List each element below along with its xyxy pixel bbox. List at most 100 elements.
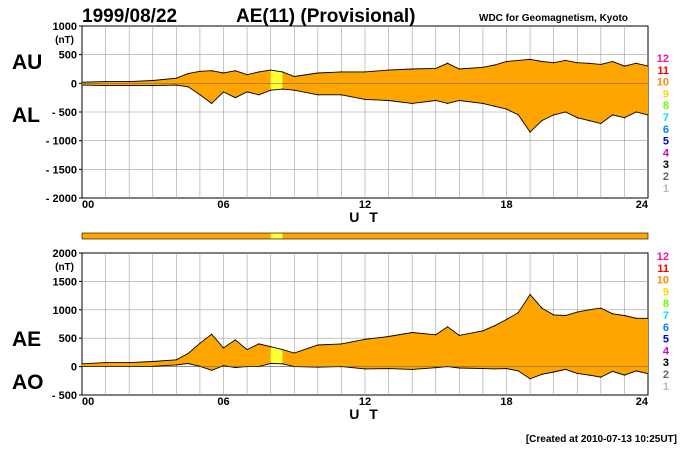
lower-data-point [187,86,189,88]
upper-data-point [317,344,319,346]
station-legend-item: 3 [663,159,669,171]
y-tick-label: 2000 [53,248,77,260]
station-legend-item: 9 [663,88,669,100]
upper-data-point [364,338,366,340]
upper-data-point [494,325,496,327]
upper-data-point [482,66,484,68]
lower-data-point [387,99,390,102]
station-legend-item: 2 [663,369,669,381]
upper-data-point [258,343,260,345]
lower-data-point [600,376,602,378]
upper-data-point [553,62,555,64]
x-tick-label: 00 [82,199,94,211]
upper-data-point [553,314,555,316]
lower-data-point [211,102,213,104]
upper-data-point [482,330,484,332]
station-legend-item: 2 [663,171,669,183]
date-label: 1999/08/22 [82,6,177,27]
upper-data-point [340,71,343,73]
station-legend-item: 7 [663,112,669,124]
lower-data-point [553,114,555,116]
series-label-upper: AE [12,328,41,351]
source-label: WDC for Geomagnetism, Kyoto [479,13,628,24]
lower-data-point [588,374,590,376]
station-legend-item: 4 [663,147,670,159]
upper-data-point [364,71,366,73]
upper-data-point [435,334,437,336]
upper-data-point [246,348,248,351]
x-tick-label: 12 [359,396,371,408]
lower-data-point [623,374,626,376]
lower-data-point [458,367,460,369]
upper-data-point [600,63,602,66]
created-timestamp: [Created at 2010-07-13 10:25UT] [526,434,677,445]
lower-data-point [647,373,649,375]
upper-data-point [647,317,649,319]
upper-data-point [175,359,177,361]
lower-data-point [152,85,154,87]
upper-data-point [588,309,590,311]
upper-data-point [564,314,567,317]
station-legend-item: 1 [663,381,669,393]
station-legend-item: 9 [663,286,669,298]
lower-data-point [222,365,225,367]
chart-title: AE(11) (Provisional) [236,6,416,27]
y-tick-label: 0 [71,78,77,90]
x-tick-label: 18 [500,199,512,211]
lower-data-point [175,84,177,86]
lower-data-point [458,99,460,102]
lower-data-point [187,362,189,365]
station-legend-item: 10 [657,275,669,287]
upper-data-point [246,74,248,76]
lower-data-point [564,368,567,371]
lower-data-point [576,372,578,375]
upper-data-point [293,75,295,78]
upper-data-point [281,348,284,351]
lower-data-point [612,114,614,116]
lower-data-point [81,84,83,86]
station-legend-item: 12 [657,53,669,65]
upper-data-point [187,352,189,355]
x-axis-label: U T [349,209,381,225]
y-tick-label: 1000 [53,305,77,317]
series-label-lower: AO [12,371,44,394]
upper-data-point [128,81,130,83]
lower-data-point [234,97,236,99]
lower-data-point [517,370,519,372]
upper-data-point [623,65,626,67]
upper-data-point [458,334,460,336]
lower-data-point [446,102,449,104]
lower-data-point [494,368,496,370]
x-tick-label: 06 [217,199,229,211]
lower-data-point [529,378,531,380]
upper-data-point [222,72,225,74]
station-legend-item: 11 [657,263,669,275]
station-legend-item: 8 [663,298,669,310]
lower-data-point [435,367,437,369]
y-tick-label: - 1000 [46,136,77,148]
y-tick-label: 1500 [53,276,77,288]
lower-data-point [517,114,519,116]
upper-data-point [635,62,637,64]
upper-data-point [199,342,201,344]
station-legend-item: 7 [663,310,669,322]
upper-data-point [411,331,413,334]
lower-data-point [411,368,413,371]
lower-data-point [635,370,637,372]
upper-data-point [635,317,637,319]
lower-data-point [541,373,543,375]
station-legend-item: 5 [663,334,669,346]
station-legend-item: 8 [663,100,669,112]
upper-data-point [612,313,614,315]
station-legend-item: 5 [663,136,669,148]
upper-data-point [588,62,590,64]
y-tick-label: 0 [71,362,77,374]
lower-series-line [81,84,649,133]
upper-data-point [541,307,543,309]
lower-data-point [505,108,508,110]
x-tick-label: 06 [217,396,229,408]
lower-data-point [411,102,413,104]
upper-data-point [81,81,83,83]
